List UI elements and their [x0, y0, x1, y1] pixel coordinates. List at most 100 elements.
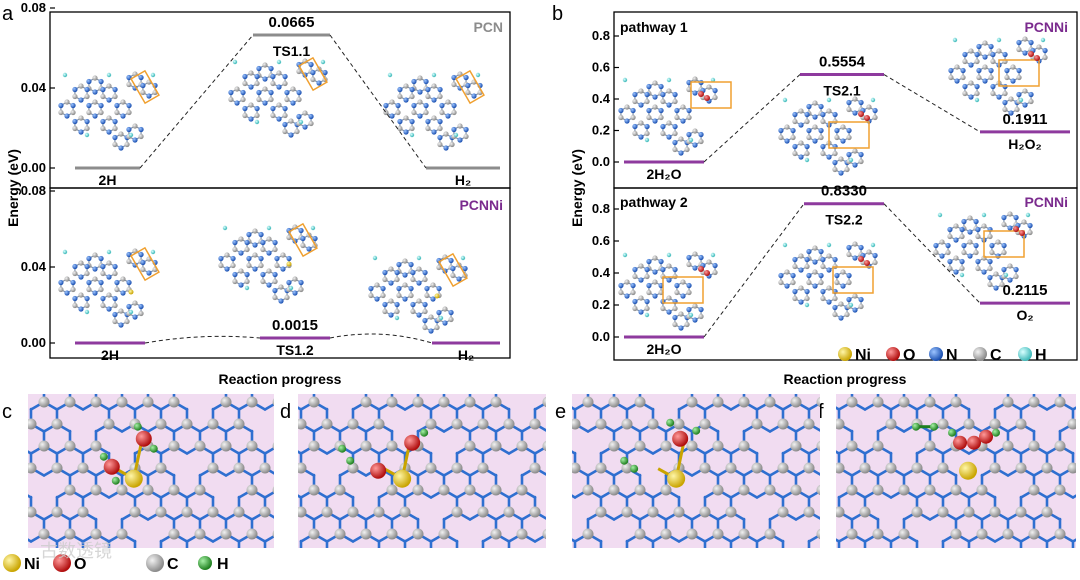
panel-letter-d: d — [280, 401, 291, 423]
ni-atom — [959, 461, 977, 480]
panel-letter-f: f — [818, 401, 824, 423]
adsorbate — [338, 428, 429, 488]
svg-text:O: O — [74, 556, 86, 573]
o-dot-icon — [886, 347, 900, 361]
svg-text:Ni: Ni — [855, 347, 871, 364]
value-label: 0.1911 — [1002, 111, 1047, 128]
highlight-box — [662, 276, 704, 304]
panel-letter-c: c — [2, 401, 12, 423]
y-tick-label: 0.6 — [592, 60, 610, 75]
legend-bottom-item: C — [146, 554, 179, 573]
molecule-cluster — [58, 246, 160, 328]
snapshot-c — [28, 394, 274, 548]
y-tick-label: 0.8 — [592, 28, 610, 43]
snapshot-f — [836, 394, 1076, 548]
molecule-cluster — [228, 56, 328, 138]
panel-letter-e: e — [555, 401, 566, 423]
pathway-2-label: pathway 2 — [620, 194, 688, 210]
o-dot-icon — [53, 554, 71, 572]
watermark: 古数透镜 — [40, 541, 112, 561]
adsorbate — [620, 418, 701, 488]
svg-text:H: H — [1035, 347, 1047, 364]
value-label: 0.8330 — [821, 183, 867, 200]
state-label: 2H₂O — [646, 166, 681, 182]
y-tick-label: 0.00 — [21, 160, 46, 175]
panel-letter-b: b — [552, 3, 563, 25]
highlight-box — [983, 230, 1025, 258]
legend-bottom-item: Ni — [3, 554, 40, 573]
legend-bottom-item: O — [53, 554, 86, 573]
legend-b-item: H — [1018, 347, 1047, 364]
svg-text:C: C — [167, 556, 179, 573]
adsorbate — [99, 422, 158, 488]
connector-line — [144, 335, 261, 344]
highlight-box — [438, 252, 468, 288]
highlight-box — [832, 266, 874, 294]
value-label: 0.2115 — [1002, 282, 1047, 299]
connector-line — [883, 74, 981, 133]
svg-text:N: N — [946, 347, 958, 364]
h-dot-icon — [1018, 347, 1032, 361]
tag-pcn: PCN — [473, 19, 503, 35]
state-label: TS2.1 — [823, 83, 861, 99]
highlight-box — [298, 56, 328, 92]
y-tick-label: 0.6 — [592, 233, 610, 248]
connector-line — [139, 34, 254, 169]
legend-b-item: C — [973, 347, 1002, 364]
svg-text:C: C — [990, 347, 1002, 364]
y-axis-title-a: Energy (eV) — [5, 149, 21, 227]
n-dot-icon — [929, 347, 943, 361]
y-tick-label: 0.04 — [21, 259, 47, 274]
molecule-cluster — [948, 36, 1048, 116]
molecular-structures — [58, 36, 1048, 334]
h-dot-icon — [198, 556, 212, 570]
value-label: 0.5554 — [819, 54, 866, 71]
highlight-box — [690, 81, 732, 109]
highlight-box — [998, 59, 1040, 87]
y-axis-title-b: Energy (eV) — [569, 149, 585, 227]
highlight-box — [828, 121, 870, 149]
lattice — [836, 394, 1076, 548]
molecule-cluster — [218, 222, 318, 304]
ni-atom — [124, 469, 143, 488]
y-tick-label: 0.08 — [21, 183, 46, 198]
state-label: H₂ — [455, 172, 471, 188]
c-dot-icon — [973, 347, 987, 361]
legend-b-item: O — [886, 347, 915, 364]
ni-atom — [667, 469, 686, 488]
y-tick-label: 0.4 — [592, 265, 611, 280]
svg-text:O: O — [903, 347, 915, 364]
state-label: TS2.2 — [825, 212, 863, 228]
ni-dot-icon — [3, 554, 21, 572]
connector-line — [329, 333, 433, 344]
connector-line — [703, 74, 801, 163]
y-tick-label: 0.4 — [592, 91, 611, 106]
highlight-box — [455, 69, 485, 105]
molecule-cluster — [58, 69, 160, 151]
svg-text:Ni: Ni — [24, 556, 40, 573]
highlight-box — [288, 222, 318, 258]
y-tick-label: 0.08 — [21, 0, 46, 15]
value-label: 0.0015 — [272, 317, 318, 334]
molecule-cluster — [618, 251, 718, 331]
molecule-cluster — [778, 241, 878, 321]
connector-line — [883, 203, 981, 304]
y-tick-label: 0.04 — [21, 80, 47, 95]
molecule-cluster — [778, 96, 878, 176]
tag-pcnni-b1: PCNNi — [1024, 19, 1068, 35]
adsorbate — [912, 422, 1000, 480]
state-label: H₂O₂ — [1008, 136, 1041, 152]
state-label: 2H₂O — [646, 341, 681, 357]
snapshot-panels — [28, 394, 1076, 548]
y-tick-label: 0.00 — [21, 335, 46, 350]
state-label: 2H — [99, 172, 117, 188]
legend-b: Ni O N C H — [838, 347, 1047, 364]
state-label: H₂ — [458, 347, 474, 363]
y-tick-label: 0.8 — [592, 201, 610, 216]
state-label: TS1.2 — [276, 342, 314, 358]
legend-bottom-item: H — [198, 556, 229, 573]
y-tick-label: 0.0 — [592, 154, 610, 169]
legend-b-item: Ni — [838, 347, 871, 364]
legend-b-item: N — [929, 347, 958, 364]
